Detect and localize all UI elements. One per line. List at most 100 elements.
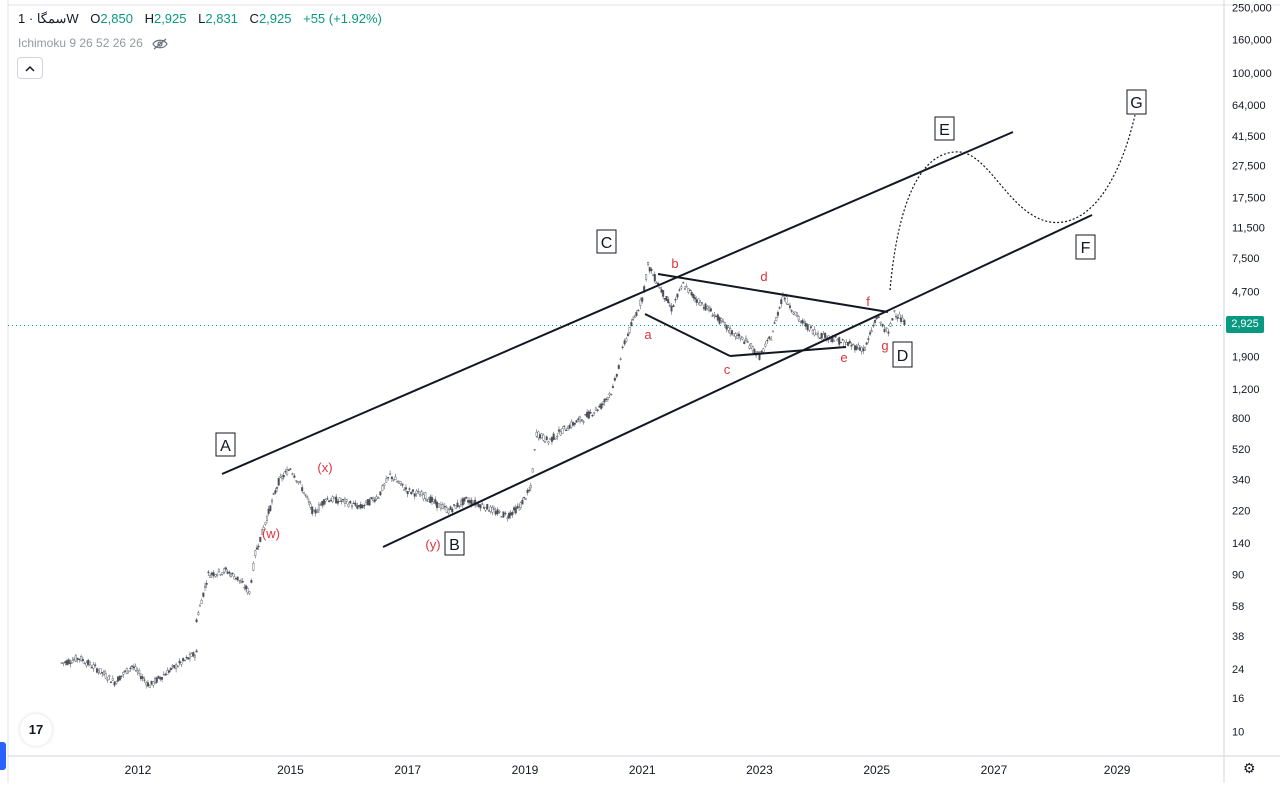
candle-body <box>701 302 704 305</box>
candle-body <box>796 312 799 317</box>
candle-body <box>154 678 157 684</box>
candle-body <box>619 358 622 360</box>
candle-body <box>200 599 203 604</box>
eye-crossed-icon[interactable] <box>152 38 168 50</box>
candle-body <box>146 682 149 687</box>
candle-body <box>138 670 141 674</box>
left-panel-handle[interactable] <box>0 742 6 770</box>
symbol-header: سمگا · 1W O2,850 H2,925 L2,831 C2,925 +5… <box>18 11 382 27</box>
candle-body <box>445 507 448 513</box>
candle-body <box>860 347 863 352</box>
candle-body <box>509 512 512 516</box>
candle-body <box>111 678 114 681</box>
candle-body <box>410 491 413 494</box>
candle-body <box>180 661 183 665</box>
candle-body <box>449 506 452 510</box>
candle-body <box>580 419 583 421</box>
candle-body <box>836 339 839 342</box>
candle-body <box>76 657 79 660</box>
indicator-legend[interactable]: Ichimoku 9 26 52 26 26 <box>18 36 168 50</box>
candle-body <box>463 497 466 502</box>
candle-body <box>301 487 304 492</box>
candle-body <box>843 341 846 347</box>
candle-body <box>246 588 249 593</box>
candle-body <box>311 506 314 515</box>
candle-body <box>732 333 735 337</box>
candle-body <box>568 425 571 429</box>
tradingview-logo[interactable]: 17 <box>20 714 52 746</box>
candle-body <box>363 504 366 507</box>
candle-body <box>615 374 618 377</box>
candle-body <box>297 481 300 483</box>
candle-body <box>436 501 439 508</box>
candle-body <box>783 298 786 300</box>
candle-body <box>314 509 317 514</box>
candle-body <box>216 574 219 576</box>
collapse-legend-button[interactable] <box>17 57 43 79</box>
candle-body <box>521 499 524 505</box>
candle-body <box>570 421 573 428</box>
candle-body <box>741 337 744 340</box>
candle-body <box>198 605 201 607</box>
candle-body <box>787 303 790 306</box>
candle-body <box>706 306 709 309</box>
candle-body <box>613 377 616 381</box>
gear-icon[interactable]: ⚙ <box>1243 760 1256 776</box>
symbol-name[interactable]: سمگا <box>36 11 67 26</box>
candle-body <box>713 314 716 316</box>
candle-body <box>255 547 258 550</box>
candle-body <box>537 431 540 438</box>
candle-body <box>557 429 560 432</box>
candle-body <box>171 665 174 667</box>
candle-body <box>523 496 526 499</box>
candle-body <box>817 333 820 337</box>
candle-body <box>676 293 679 298</box>
candle-body <box>99 668 102 674</box>
candle-body <box>415 490 418 494</box>
candle-body <box>276 487 279 489</box>
candle-body <box>217 568 220 573</box>
candle-body <box>434 499 437 504</box>
candle-body <box>131 665 134 667</box>
candle-body <box>134 666 137 671</box>
y-tick-label: 16 <box>1232 693 1244 705</box>
candle-body <box>443 506 446 508</box>
candle-body <box>771 330 774 333</box>
candle-body <box>164 673 167 676</box>
candle-body <box>467 500 470 503</box>
candle-body <box>563 425 566 427</box>
candle-body <box>168 670 171 673</box>
candle-body <box>672 305 675 308</box>
low-label: L <box>198 11 206 26</box>
candle-body <box>751 346 754 351</box>
candle-body <box>855 346 858 350</box>
candle-body <box>159 677 162 680</box>
candle-body <box>441 504 444 509</box>
candle-body <box>338 497 341 502</box>
candle-body <box>725 324 728 330</box>
candle-body <box>477 503 480 507</box>
svg-text:E: E <box>939 122 950 139</box>
svg-text:F: F <box>1081 240 1091 257</box>
candle-body <box>190 653 193 657</box>
candle-body <box>118 676 121 681</box>
candle-body <box>667 299 670 303</box>
candle-body <box>252 563 255 571</box>
wave-label-G: G <box>1126 89 1147 115</box>
interval-label[interactable]: · 1W <box>18 11 79 26</box>
candle-body <box>900 317 903 322</box>
wave-label-E: E <box>934 116 955 141</box>
candle-body <box>637 310 640 312</box>
triangle-upper-line <box>657 273 889 313</box>
candle-body <box>516 506 519 509</box>
candle-body <box>744 337 747 341</box>
candle-body <box>881 323 884 327</box>
candle-body <box>561 428 564 434</box>
candle-body <box>193 654 196 658</box>
svg-text:G: G <box>1130 95 1142 112</box>
candle-body <box>192 652 195 657</box>
candle-body <box>775 317 778 322</box>
y-tick-label: 100,000 <box>1232 68 1272 80</box>
